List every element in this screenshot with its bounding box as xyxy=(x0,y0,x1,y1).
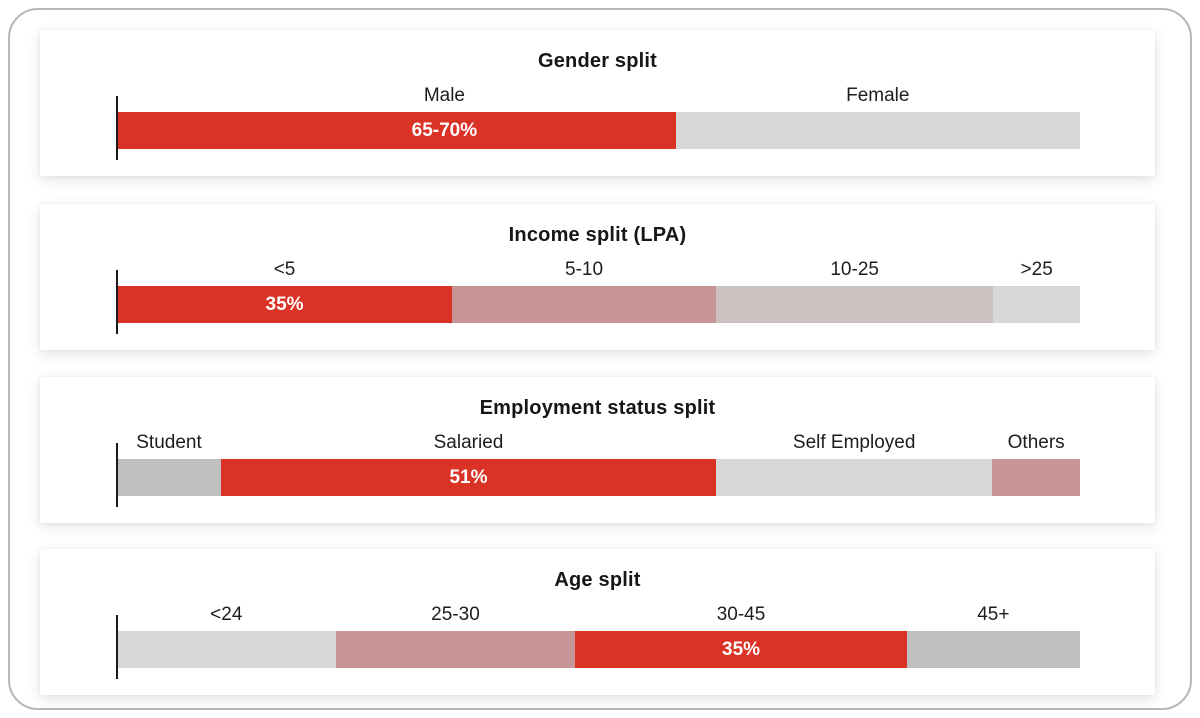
stacked-bar xyxy=(117,286,1080,323)
stacked-bar xyxy=(117,112,1080,149)
axis-tick xyxy=(116,96,118,160)
segment-value-label-30-45: 35% xyxy=(722,639,761,660)
bar-segment-self-employed xyxy=(715,459,993,496)
chart-card-income-split: Income split (LPA) <5 35% 5-10 10-25 >25 xyxy=(40,204,1155,350)
chart-card-age-split: Age split <24 25-30 30-45 35% 45+ xyxy=(40,549,1155,695)
segment-label-student: Student xyxy=(136,432,202,453)
segment-label-salaried: Salaried xyxy=(433,432,504,453)
segment-label-5-10: 5-10 xyxy=(565,259,604,280)
bar-segment-25 xyxy=(993,286,1080,323)
chart-title: Age split xyxy=(554,569,641,591)
bar-segment-student xyxy=(117,459,221,496)
chart-title: Gender split xyxy=(537,50,658,72)
stacked-bar xyxy=(117,459,1080,496)
segment-value-label-male: 65-70% xyxy=(411,120,478,141)
segment-label-female: Female xyxy=(846,85,910,106)
chart-title: Income split (LPA) xyxy=(508,224,687,246)
segment-label-10-25: 10-25 xyxy=(830,259,879,280)
segment-label-25: >25 xyxy=(1020,259,1053,280)
chart-card-employment-status-split: Employment status split Student Salaried 5… xyxy=(40,377,1155,523)
segment-label-self-employed: Self Employed xyxy=(792,432,916,453)
bar-segment-male xyxy=(117,112,676,149)
bar-segment-45 xyxy=(906,631,1080,668)
axis-tick xyxy=(116,615,118,679)
bar-segment-salaried xyxy=(221,459,716,496)
bar-segment-female xyxy=(675,112,1080,149)
chart-title: Employment status split xyxy=(479,397,716,419)
segment-value-label-5: 35% xyxy=(265,294,304,315)
stacked-bar xyxy=(117,631,1080,668)
segment-value-label-salaried: 51% xyxy=(449,467,488,488)
bar-segment-5 xyxy=(117,286,453,323)
axis-tick xyxy=(116,270,118,334)
segment-label-24: <24 xyxy=(210,604,243,625)
segment-label-5: <5 xyxy=(273,259,296,280)
bar-segment-25-30 xyxy=(335,631,576,668)
segment-label-45: 45+ xyxy=(977,604,1010,625)
bar-segment-5-10 xyxy=(452,286,716,323)
segment-label-others: Others xyxy=(1007,432,1065,453)
chart-card-gender-split: Gender split Male 65-70% Female xyxy=(40,30,1155,176)
segment-label-male: Male xyxy=(423,85,465,106)
axis-tick xyxy=(116,443,118,507)
bar-segment-10-25 xyxy=(715,286,994,323)
bar-segment-others xyxy=(992,459,1080,496)
bar-segment-30-45 xyxy=(575,631,907,668)
segment-label-30-45: 30-45 xyxy=(716,604,766,625)
bar-segment-24 xyxy=(117,631,336,668)
segment-label-25-30: 25-30 xyxy=(431,604,480,625)
